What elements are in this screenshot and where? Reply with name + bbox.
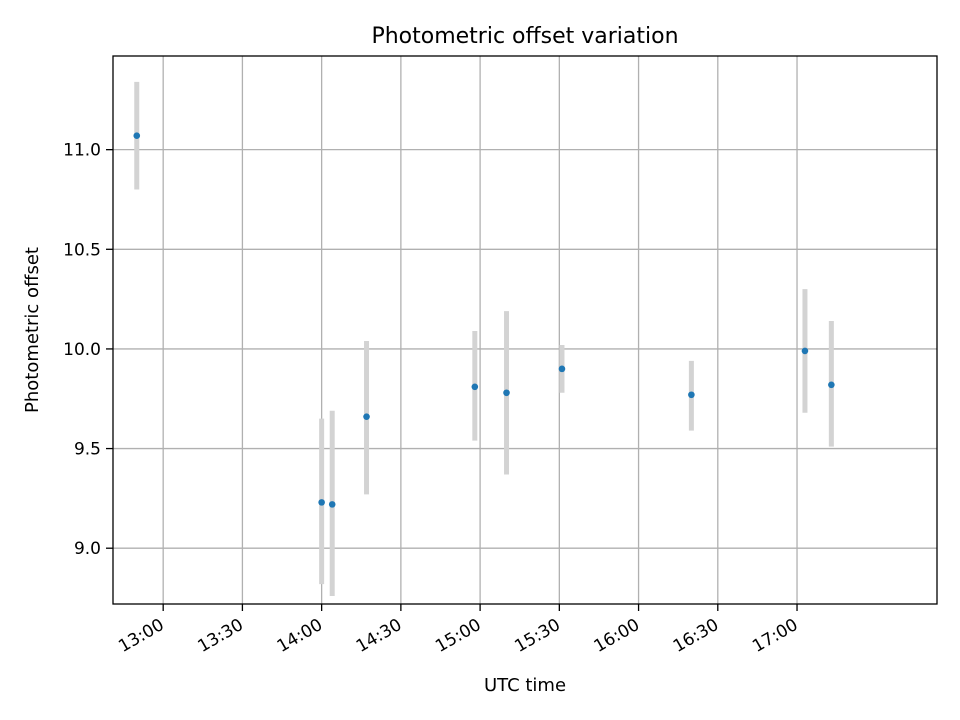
y-tick-label: 9.0 [74,539,101,559]
x-tick-label: 17:00 [749,615,801,657]
data-point [363,413,370,420]
y-axis-ticks: 9.0 9.5 10.0 10.5 11.0 [63,141,113,559]
x-tick-label: 13:30 [194,615,246,657]
plot-frame [112,55,938,605]
data-point [558,365,566,373]
grid [113,56,937,604]
data-point [318,499,325,506]
data-point [828,381,835,389]
data-point [328,501,336,508]
y-tick-label: 9.5 [74,440,101,460]
x-axis-label: UTC time [484,675,566,696]
x-tick-label: 16:00 [591,615,643,657]
x-tick-label: 15:30 [511,615,563,657]
y-axis-label: Photometric offset [22,247,43,413]
data-point [471,383,479,391]
y-tick-label: 10.0 [63,340,101,360]
data-point [133,132,141,140]
data-point [688,391,695,399]
x-axis-ticks: 13:00 13:30 14:00 14:30 15:00 15:30 16:00 16:30… [115,604,802,657]
error-bars [134,81,834,597]
x-tick-label: 13:00 [115,615,167,657]
x-tick-label: 14:30 [353,615,405,657]
x-tick-label: 15:00 [432,615,484,657]
chart-title: Photometric offset variation [371,24,678,49]
data-points [133,132,835,508]
y-tick-label: 10.5 [63,240,101,260]
y-tick-label: 11.0 [63,141,101,161]
data-point [801,347,809,355]
x-tick-label: 14:00 [274,615,326,657]
data-point [503,389,510,397]
x-tick-label: 16:30 [670,615,722,657]
